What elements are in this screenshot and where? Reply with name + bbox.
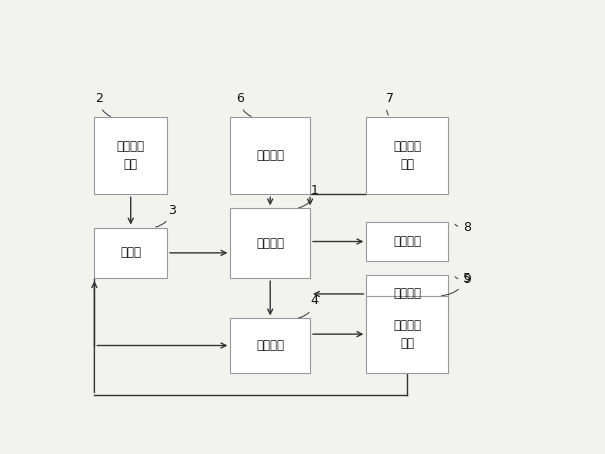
Bar <box>94 118 167 194</box>
Bar <box>366 222 448 261</box>
Text: 定位单元: 定位单元 <box>256 149 284 163</box>
Text: 5: 5 <box>442 271 471 296</box>
Text: 电解单元: 电解单元 <box>256 339 284 352</box>
Text: 无线接收
单元: 无线接收 单元 <box>393 140 421 171</box>
Text: 固定单元: 固定单元 <box>393 235 421 248</box>
Text: 流体动力
单元: 流体动力 单元 <box>393 319 421 350</box>
Text: 2: 2 <box>95 92 111 116</box>
Text: 6: 6 <box>236 92 251 116</box>
Text: 控制单元: 控制单元 <box>256 237 284 250</box>
Bar <box>231 318 310 373</box>
Bar <box>366 118 448 194</box>
Text: 8: 8 <box>455 221 471 234</box>
Text: 光伏转换
单元: 光伏转换 单元 <box>117 140 145 171</box>
Text: 7: 7 <box>386 92 394 115</box>
Bar <box>231 208 310 278</box>
Text: 1: 1 <box>299 184 319 208</box>
Text: 3: 3 <box>155 203 175 227</box>
Bar <box>366 275 448 313</box>
Bar <box>366 296 448 373</box>
Text: 检测单元: 检测单元 <box>393 287 421 301</box>
Bar <box>231 118 310 194</box>
Text: 9: 9 <box>455 273 471 286</box>
Bar <box>94 227 167 278</box>
Text: 蓄电池: 蓄电池 <box>120 247 141 259</box>
Text: 4: 4 <box>299 295 319 318</box>
